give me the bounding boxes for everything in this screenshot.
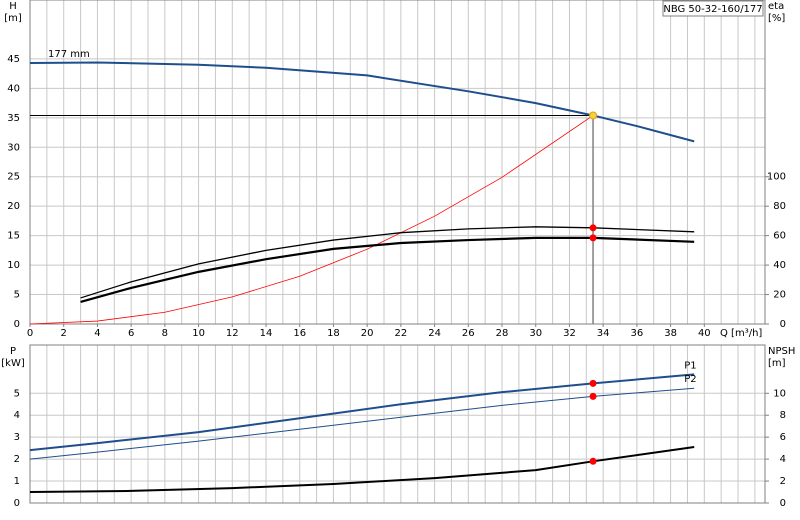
duty-marker bbox=[589, 234, 597, 242]
x-tick-label: 28 bbox=[496, 328, 509, 339]
duty-marker bbox=[589, 392, 597, 400]
y-tick-label: 25 bbox=[7, 172, 20, 183]
duty-marker bbox=[589, 224, 597, 232]
y-axis-unit: [m] bbox=[4, 13, 22, 24]
y-tick-label: 2 bbox=[14, 454, 20, 465]
y-tick-label: 3 bbox=[14, 432, 20, 443]
y2-tick-label: 0 bbox=[780, 498, 786, 509]
x-tick-label: 18 bbox=[327, 328, 340, 339]
x-tick-label: 26 bbox=[462, 328, 475, 339]
x-tick-label: 32 bbox=[563, 328, 576, 339]
y2-tick-label: 8 bbox=[780, 410, 786, 421]
series-line bbox=[29, 61, 695, 143]
y2-tick-label: 2 bbox=[780, 476, 786, 487]
y-tick-label: 45 bbox=[7, 54, 20, 65]
plot-frame bbox=[29, 344, 766, 504]
x-tick-label: 10 bbox=[192, 328, 205, 339]
y-tick-label: 15 bbox=[7, 231, 20, 242]
y-axis-label: P bbox=[10, 346, 16, 357]
y-tick-label: 1 bbox=[14, 476, 20, 487]
y-tick-label: 10 bbox=[7, 260, 20, 271]
series-line bbox=[29, 446, 695, 494]
y2-tick-label: 6 bbox=[780, 432, 786, 443]
series-line bbox=[29, 115, 594, 325]
duty-marker bbox=[589, 457, 597, 465]
y-tick-label: 20 bbox=[7, 201, 20, 212]
y-tick-label: 0 bbox=[14, 319, 20, 330]
y-axis-unit: [kW] bbox=[1, 358, 25, 369]
series-line bbox=[80, 226, 695, 299]
y2-axis-label: eta bbox=[768, 1, 784, 12]
y-tick-label: 5 bbox=[14, 290, 20, 301]
plot-frame bbox=[29, 0, 766, 325]
y2-tick-label: 100 bbox=[767, 172, 786, 183]
y2-tick-label: 60 bbox=[773, 231, 786, 242]
y-tick-label: 0 bbox=[14, 498, 20, 509]
x-tick-label: 34 bbox=[597, 328, 610, 339]
y2-tick-label: 40 bbox=[773, 260, 786, 271]
y-tick-label: 40 bbox=[7, 83, 20, 94]
series-label: P1 bbox=[684, 360, 696, 371]
series-label: 177 mm bbox=[48, 49, 90, 60]
duty-marker bbox=[589, 379, 597, 387]
x-tick-label: 2 bbox=[61, 328, 67, 339]
x-tick-label: 14 bbox=[260, 328, 273, 339]
x-tick-label: 0 bbox=[27, 328, 33, 339]
x-tick-label: 6 bbox=[128, 328, 134, 339]
y-tick-label: 30 bbox=[7, 142, 20, 153]
series-line bbox=[29, 373, 695, 452]
x-tick-label: 24 bbox=[428, 328, 441, 339]
y-tick-label: 4 bbox=[14, 410, 20, 421]
x-tick-label: 12 bbox=[226, 328, 239, 339]
chart-title: NBG 50-32-160/177 bbox=[663, 4, 762, 15]
title-box bbox=[662, 0, 764, 17]
x-tick-label: 4 bbox=[94, 328, 100, 339]
x-tick-label: 8 bbox=[162, 328, 168, 339]
y2-tick-label: 20 bbox=[773, 290, 786, 301]
y2-axis-unit: [m] bbox=[768, 358, 786, 369]
series-line bbox=[80, 236, 695, 303]
y2-tick-label: 4 bbox=[780, 454, 786, 465]
y2-tick-label: 10 bbox=[773, 388, 786, 399]
x-tick-label: 22 bbox=[395, 328, 408, 339]
y-tick-label: 5 bbox=[14, 388, 20, 399]
x-tick-label: 30 bbox=[529, 328, 542, 339]
x-tick-label: 38 bbox=[664, 328, 677, 339]
x-tick-label: 20 bbox=[361, 328, 374, 339]
y-tick-label: 35 bbox=[7, 113, 20, 124]
series-line bbox=[29, 387, 695, 460]
y2-tick-label: 0 bbox=[780, 319, 786, 330]
x-axis-label: Q [m³/h] bbox=[720, 328, 762, 339]
series-label: P2 bbox=[684, 374, 696, 385]
y2-axis-unit: [%] bbox=[768, 13, 785, 24]
y2-tick-label: 80 bbox=[773, 201, 786, 212]
y2-axis-label: NPSH bbox=[768, 346, 795, 357]
x-tick-label: 16 bbox=[293, 328, 306, 339]
y-axis-label: H bbox=[9, 1, 17, 12]
duty-marker bbox=[589, 111, 598, 120]
x-tick-label: 36 bbox=[631, 328, 644, 339]
x-tick-label: 40 bbox=[698, 328, 711, 339]
